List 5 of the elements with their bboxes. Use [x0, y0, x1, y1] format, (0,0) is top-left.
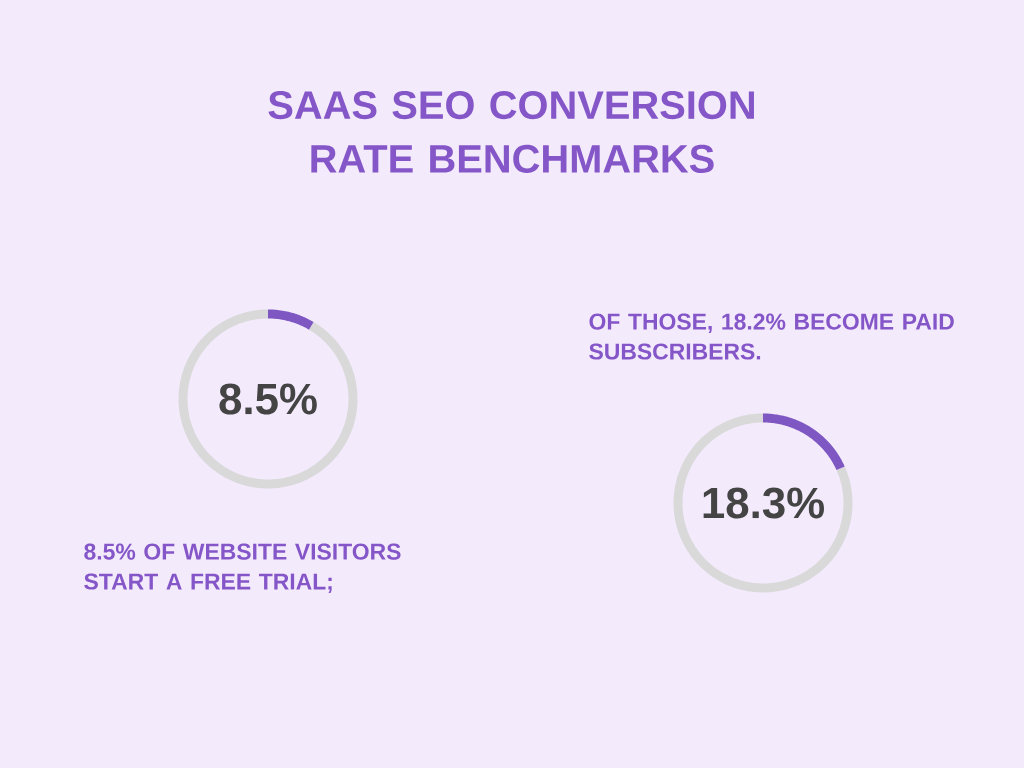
text: OF THOSE, 18.2% BECOME PAID SUBSCRIBERS.: [589, 313, 954, 360]
text: 8.5% OF WEBSITE VISITORS START A FREE TRIAL;: [84, 543, 401, 593]
text: SAAS SEO CONVERSION RATE BENCHMARKS: [268, 90, 754, 173]
text: 18.3%: [703, 487, 824, 519]
text: 8.5%: [219, 383, 317, 415]
